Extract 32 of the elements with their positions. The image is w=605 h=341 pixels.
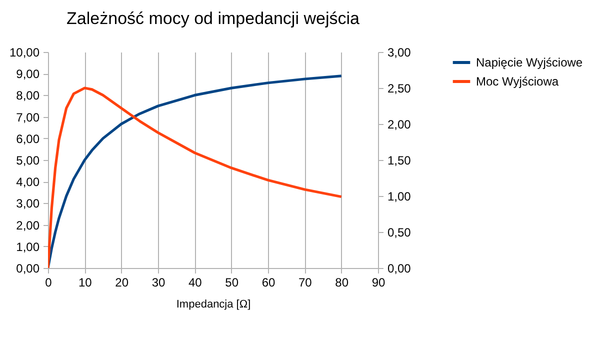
- x-tick-label: 40: [188, 276, 202, 290]
- x-tick-label: 30: [152, 276, 166, 290]
- x-tick-label: 20: [115, 276, 129, 290]
- y2-tick-label: 2,50: [388, 82, 412, 96]
- y-tick-label: 1,00: [16, 240, 40, 254]
- y2-tick-label: 3,00: [388, 46, 412, 60]
- y-tick-label: 8,00: [16, 88, 40, 103]
- y-tick-label: 7,00: [16, 110, 40, 124]
- y2-tick-label: 0,00: [388, 262, 412, 276]
- y-tick-label: 3,00: [16, 196, 40, 211]
- y2-tick-label: 2,00: [388, 118, 412, 132]
- y-tick-label: 0,00: [16, 262, 40, 276]
- y2-tick-label: 1,00: [388, 190, 412, 204]
- x-tick-label: 50: [225, 276, 239, 290]
- chart-title: Zależność mocy od impedancji wejścia: [66, 9, 360, 28]
- x-tick-label: 70: [298, 276, 312, 290]
- x-tick-label: 10: [78, 276, 92, 290]
- y-tick-label: 6,00: [16, 132, 40, 146]
- y2-tick-label: 1,50: [388, 154, 412, 168]
- y-tick-label: 5,00: [16, 154, 40, 168]
- x-tick-label: 80: [335, 276, 349, 290]
- legend-label: Moc Wyjściowa: [476, 74, 559, 88]
- y-tick-label: 9,00: [16, 67, 40, 82]
- y-tick-label: 2,00: [16, 218, 40, 232]
- x-tick-label: 60: [262, 276, 276, 290]
- x-tick-label: 0: [45, 276, 52, 290]
- legend-label: Napięcie Wyjściowe: [476, 56, 583, 70]
- y2-tick-label: 0,50: [388, 226, 412, 240]
- y-tick-label: 4,00: [16, 175, 40, 190]
- x-tick-label: 90: [372, 276, 386, 290]
- y-tick-label: 10,00: [9, 46, 40, 60]
- x-axis-title: Impedancja [Ω]: [176, 298, 251, 310]
